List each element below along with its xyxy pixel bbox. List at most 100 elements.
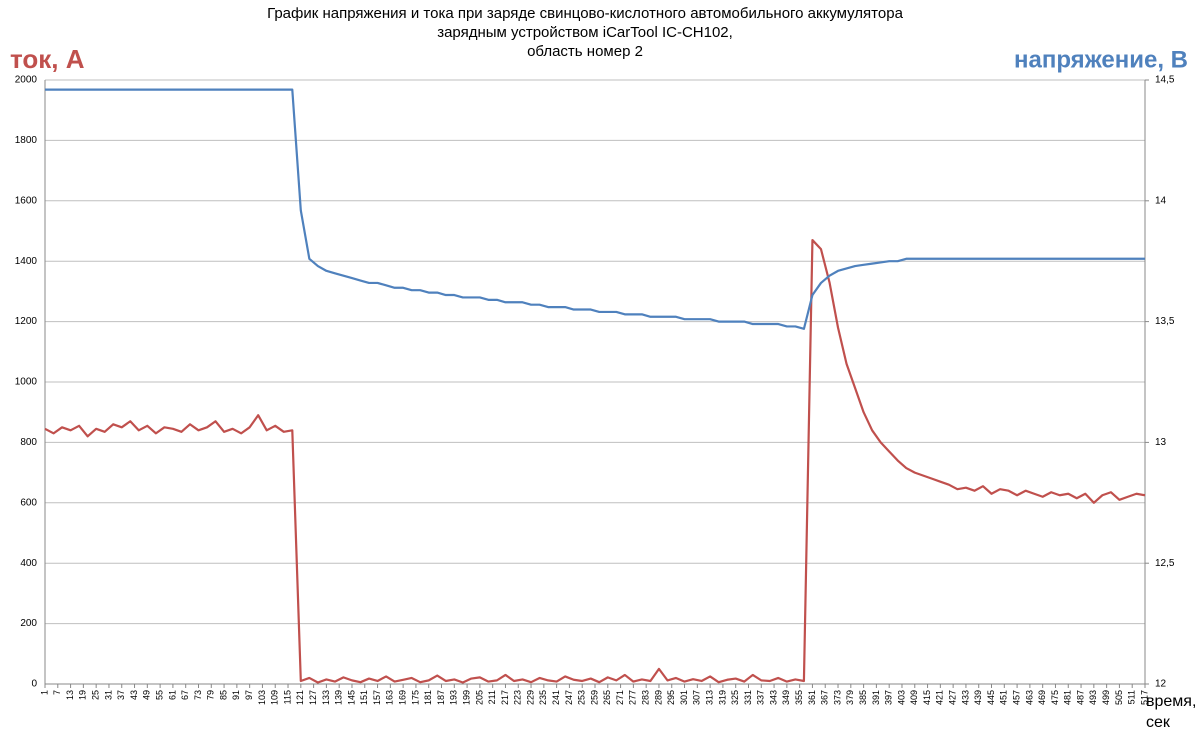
y-tick-label: 600 <box>20 497 37 508</box>
x-tick-label: 427 <box>948 690 958 705</box>
x-tick-label: 13 <box>65 690 75 700</box>
x-tick-label: 109 <box>270 690 280 705</box>
x-tick-label: 517 <box>1139 690 1149 705</box>
x-tick-label: 289 <box>653 690 663 705</box>
x-tick-label: 91 <box>231 690 241 700</box>
x-tick-label: 1 <box>39 690 49 695</box>
y-tick-label: 0 <box>31 679 37 690</box>
x-tick-label: 295 <box>666 690 676 705</box>
x-axis-label: сек <box>1146 714 1171 731</box>
x-tick-label: 367 <box>820 690 830 705</box>
x-tick-label: 85 <box>218 690 228 700</box>
chart-title: зарядным устройством iCarTool IC-CH102, <box>437 24 733 41</box>
x-tick-label: 445 <box>986 690 996 705</box>
x-tick-label: 157 <box>372 690 382 705</box>
x-tick-label: 361 <box>807 690 817 705</box>
x-tick-label: 277 <box>628 690 638 705</box>
x-tick-label: 79 <box>206 690 216 700</box>
x-tick-label: 397 <box>884 690 894 705</box>
x-tick-label: 97 <box>244 690 254 700</box>
x-tick-label: 259 <box>589 690 599 705</box>
x-tick-label: 217 <box>500 690 510 705</box>
y-tick-label: 200 <box>20 618 37 629</box>
x-tick-label: 133 <box>321 690 331 705</box>
x-tick-label: 145 <box>346 690 356 705</box>
x-tick-label: 31 <box>103 690 113 700</box>
x-tick-label: 481 <box>1063 690 1073 705</box>
x-tick-label: 73 <box>193 690 203 700</box>
x-axis-label: время, <box>1146 693 1196 710</box>
y2-tick-label: 14,5 <box>1155 75 1175 86</box>
x-tick-label: 433 <box>960 690 970 705</box>
x-tick-label: 373 <box>832 690 842 705</box>
x-tick-label: 151 <box>359 690 369 705</box>
x-tick-label: 55 <box>154 690 164 700</box>
x-tick-label: 43 <box>129 690 139 700</box>
x-tick-label: 457 <box>1011 690 1021 705</box>
series-line <box>45 88 1145 330</box>
x-tick-label: 493 <box>1088 690 1098 705</box>
y2-tick-label: 13,5 <box>1155 316 1175 327</box>
x-tick-label: 247 <box>564 690 574 705</box>
x-tick-label: 181 <box>423 690 433 705</box>
x-tick-label: 499 <box>1101 690 1111 705</box>
chart-title: область номер 2 <box>527 43 643 60</box>
x-tick-label: 319 <box>717 690 727 705</box>
x-tick-label: 193 <box>449 690 459 705</box>
y2-tick-label: 13 <box>1155 437 1167 448</box>
x-tick-label: 505 <box>1114 690 1124 705</box>
x-tick-label: 421 <box>935 690 945 705</box>
x-tick-label: 211 <box>487 690 497 704</box>
x-tick-label: 463 <box>1024 690 1034 705</box>
x-tick-label: 343 <box>768 690 778 705</box>
x-tick-label: 127 <box>308 690 318 705</box>
x-tick-label: 511 <box>1127 690 1137 704</box>
y2-tick-label: 12,5 <box>1155 558 1175 569</box>
x-tick-label: 325 <box>730 690 740 705</box>
x-tick-label: 19 <box>78 690 88 700</box>
series-line <box>44 238 1146 684</box>
x-tick-label: 67 <box>180 690 190 700</box>
x-tick-label: 385 <box>858 690 868 705</box>
x-tick-label: 283 <box>641 690 651 705</box>
y-tick-label: 1400 <box>15 256 38 267</box>
x-tick-label: 61 <box>167 690 177 700</box>
x-tick-label: 409 <box>909 690 919 705</box>
x-tick-label: 337 <box>756 690 766 705</box>
x-tick-label: 355 <box>794 690 804 705</box>
x-tick-label: 205 <box>474 690 484 705</box>
x-tick-label: 475 <box>1050 690 1060 705</box>
y-axis-label: ток, А <box>10 44 85 74</box>
x-tick-label: 121 <box>295 690 305 705</box>
x-tick-label: 349 <box>781 690 791 705</box>
y-tick-label: 400 <box>20 558 37 569</box>
x-tick-label: 139 <box>334 690 344 705</box>
x-tick-label: 187 <box>436 690 446 705</box>
x-tick-label: 223 <box>513 690 523 705</box>
y-tick-label: 1600 <box>15 195 38 206</box>
x-tick-label: 415 <box>922 690 932 705</box>
x-tick-label: 199 <box>461 690 471 705</box>
x-tick-label: 451 <box>999 690 1009 705</box>
chart-title: График напряжения и тока при заряде свин… <box>267 5 904 22</box>
x-tick-label: 307 <box>692 690 702 705</box>
x-tick-label: 49 <box>142 690 152 700</box>
y-tick-label: 800 <box>20 437 37 448</box>
y-tick-label: 2000 <box>15 75 38 86</box>
x-tick-label: 379 <box>845 690 855 705</box>
x-tick-label: 253 <box>577 690 587 705</box>
x-tick-label: 241 <box>551 690 561 705</box>
x-tick-label: 469 <box>1037 690 1047 705</box>
x-tick-label: 313 <box>704 690 714 705</box>
y-tick-label: 1800 <box>15 135 38 146</box>
x-tick-label: 487 <box>1075 690 1085 705</box>
x-tick-label: 7 <box>52 690 62 695</box>
x-tick-label: 37 <box>116 690 126 700</box>
y2-axis-label: напряжение, В <box>1014 46 1188 73</box>
x-tick-label: 163 <box>385 690 395 705</box>
x-tick-label: 403 <box>896 690 906 705</box>
x-tick-label: 265 <box>602 690 612 705</box>
y-tick-label: 1200 <box>15 316 38 327</box>
x-tick-label: 331 <box>743 690 753 705</box>
